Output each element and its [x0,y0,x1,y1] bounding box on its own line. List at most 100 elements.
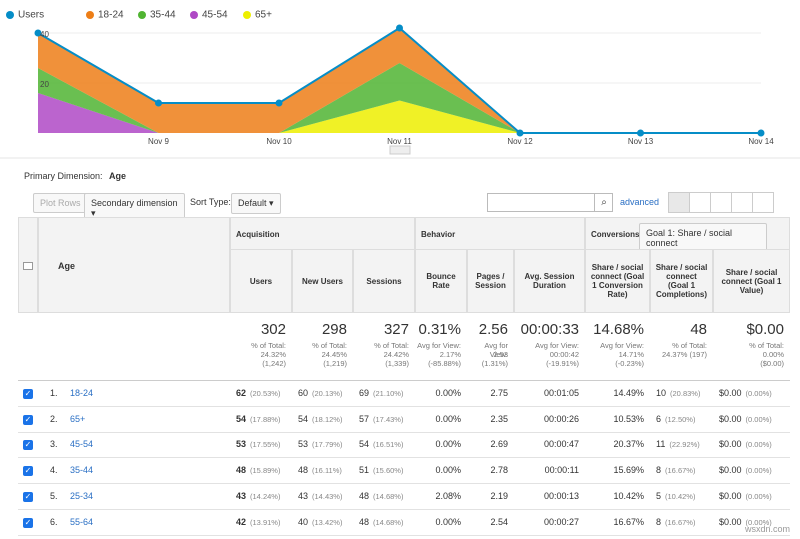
metric-value: 51 [359,465,370,476]
primary-dimension: Primary Dimension: Age [24,171,126,181]
metric-value: 2.54 [490,516,508,527]
metric-cell: 8 (16.67%) [656,517,695,527]
area [38,100,761,133]
metric-value: 53 [298,439,309,450]
view-comparison[interactable] [732,193,753,212]
column-title: New Users [302,276,343,286]
view-switcher [668,192,774,213]
column-title: Bounce Rate [426,272,456,290]
view-pivot[interactable] [753,193,773,212]
row-checkbox[interactable]: ✓ [23,491,33,502]
metric-value: 5 [656,490,662,501]
column-header[interactable]: Bounce Rate [415,249,467,313]
row-dimension[interactable]: 65+ [70,413,86,424]
row-dimension[interactable]: 25-34 [70,490,94,501]
x-tick-label: Nov 12 [507,137,533,146]
legend-label: Users [18,10,44,21]
total-note: Avg for View: [535,341,579,350]
chart-toggle[interactable] [389,145,411,155]
total-value: $0.00 [746,321,784,338]
area [38,93,761,133]
legend-swatch [243,11,251,19]
total-value: 14.68% [593,321,644,338]
row-checkbox[interactable]: ✓ [23,440,33,451]
metric-value: 48 [359,490,370,501]
metric-share: (20.53%) [250,389,281,398]
chart: 20 40 Nov 9 Nov 10 Nov 11 Nov 12 Nov 13 Nov 14 U… [0,10,800,159]
metric-cell: 54 (18.12%) [298,414,342,424]
x-tick-label: Nov 14 [748,137,774,146]
search-box[interactable] [487,193,613,212]
metric-value: 10.42% [613,490,644,501]
y-tick-label: 20 [40,80,49,89]
metric-cell: 40 (13.42%) [298,517,342,527]
metric-share: (0.00%) [745,491,772,501]
row-dimension[interactable]: 18-24 [70,388,94,398]
legend-label: 45-54 [202,10,228,21]
goal-dropdown[interactable]: Goal 1: Share / social connect [639,223,767,253]
metric-share: (21.10%) [373,389,404,398]
column-header[interactable]: New Users [292,249,353,313]
column-header[interactable]: Share / social connect (Goal 1 Conversio… [585,249,650,313]
metric-cell: $0.00 (0.00%) [719,465,772,475]
metric-value: 43 [236,490,247,501]
row-border [18,431,790,433]
metric-cell: 48 (14.68%) [359,491,403,501]
view-pie[interactable] [690,193,711,212]
view-performance[interactable] [711,193,732,212]
metric-cell: 69 (21.10%) [359,388,403,398]
plot-rows-button[interactable]: Plot Rows [33,193,88,213]
row-checkbox[interactable]: ✓ [23,389,33,399]
metric-value: 0.00% [435,439,461,450]
column-header[interactable]: Avg. Session Duration [514,249,585,313]
group-header: Acquisition [230,217,415,250]
metric-cell: 8 (16.67%) [656,465,695,475]
total-note: Avg for View: [484,341,508,359]
group-title: Behavior [421,230,456,239]
row-rank: 6. [50,516,58,527]
sort-type-dropdown[interactable]: Default ▾ [231,193,281,214]
legend-label: 65+ [255,10,272,21]
dimension-header: Age [58,261,76,271]
view-table[interactable] [669,193,690,212]
row-dimension[interactable]: 55-64 [70,516,94,527]
column-title: Share / social connect (Goal 1 Completio… [655,263,708,299]
legend-swatch [6,11,14,19]
point [275,99,283,107]
column-header[interactable]: Pages / Session [467,249,514,313]
data-table: Age Acquisition Behavior Conversions Goal 1:… [18,217,790,539]
total-note: (-0.23%) [615,359,644,368]
advanced-link[interactable]: advanced [620,197,660,207]
metric-share: (14.43%) [312,491,343,501]
metric-share: (16.11%) [312,466,342,476]
row-border [18,457,790,459]
value[interactable]: Age [109,171,127,181]
metric-share: (0.00%) [745,440,772,450]
total-note: 0.00% [762,350,784,359]
row-checkbox[interactable]: ✓ [23,466,33,477]
row-checkbox[interactable]: ✓ [23,517,33,528]
row-dimension[interactable]: 45-54 [70,439,94,450]
column-header[interactable]: Sessions [353,249,415,313]
watermark: wsxdn.com [745,524,791,534]
point [757,129,765,137]
point [637,129,644,137]
metric-cell: 60 (20.13%) [298,388,342,398]
row-dimension[interactable]: 35-44 [70,465,94,476]
metric-cell: 48 (14.68%) [359,517,403,527]
header-cell [38,217,230,313]
row-checkbox[interactable]: ✓ [23,414,33,425]
column-header[interactable]: Share / social connect (Goal 1 Completio… [650,249,713,313]
metric-share: (17.79%) [312,440,343,450]
search-icon[interactable]: ⌕ [594,193,613,212]
metric-share: (15.89%) [250,466,281,476]
x-tick-label: Nov 11 [387,137,412,146]
total-value: 298 [321,321,347,338]
metric-share: (0.00%) [745,517,772,527]
x-tick-label: Nov 9 [148,137,169,146]
label: Primary Dimension: [24,171,103,181]
metric-value: 54 [236,413,247,424]
column-header[interactable]: Users [230,249,292,313]
column-header[interactable]: Share / social connect (Goal 1 Value) [713,249,790,313]
